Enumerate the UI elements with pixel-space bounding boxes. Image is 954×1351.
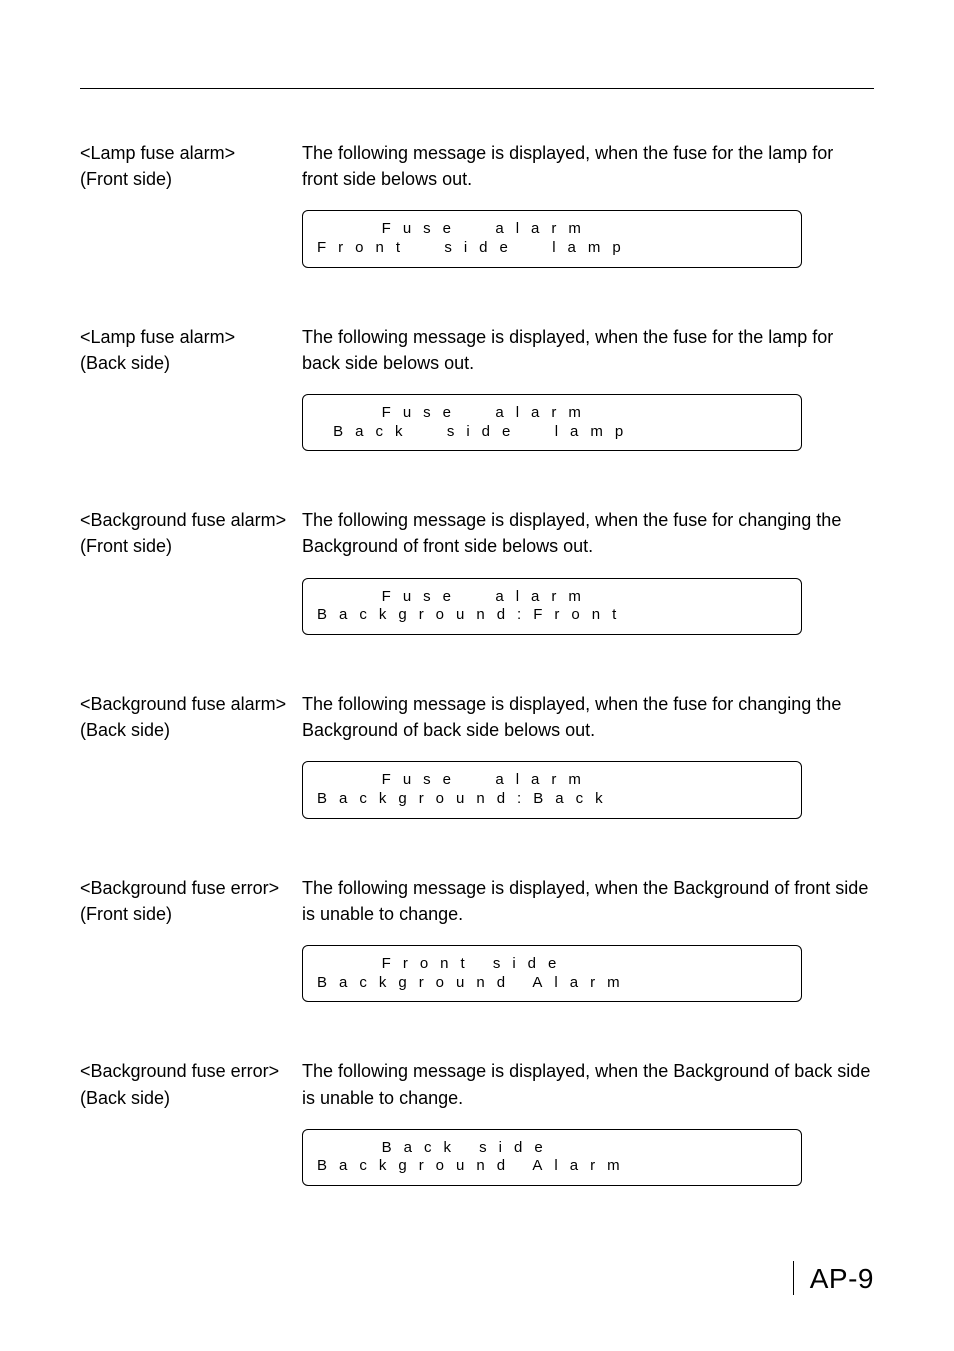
term-line1: <Background fuse error> xyxy=(80,1061,279,1081)
term: <Background fuse error> (Front side) xyxy=(80,875,302,927)
top-divider xyxy=(80,88,874,89)
lcd-line2: Background:Front xyxy=(317,606,787,625)
entry: <Background fuse error> (Back side) The … xyxy=(80,1058,874,1186)
page: <Lamp fuse alarm> (Front side) The follo… xyxy=(0,0,954,1351)
desc-text: The following message is displayed, when… xyxy=(302,1061,870,1107)
term-line2: (Back side) xyxy=(80,720,170,740)
entry: <Lamp fuse alarm> (Front side) The follo… xyxy=(80,140,874,268)
term-line2: (Back side) xyxy=(80,353,170,373)
entry: <Background fuse alarm> (Back side) The … xyxy=(80,691,874,819)
term-line2: (Front side) xyxy=(80,169,172,189)
lcd-line1: Fuse alarm xyxy=(317,771,787,790)
lcd-display: Fuse alarm Background:Front xyxy=(302,578,802,636)
lcd-line2: Background Alarm xyxy=(317,974,787,993)
description: The following message is displayed, when… xyxy=(302,875,874,1003)
description: The following message is displayed, when… xyxy=(302,140,874,268)
desc-text: The following message is displayed, when… xyxy=(302,143,833,189)
term: <Background fuse alarm> (Front side) xyxy=(80,507,302,559)
lcd-line1: Fuse alarm xyxy=(317,404,787,423)
page-number: AP-9 xyxy=(810,1263,874,1295)
term-line1: <Lamp fuse alarm> xyxy=(80,143,235,163)
description: The following message is displayed, when… xyxy=(302,691,874,819)
description: The following message is displayed, when… xyxy=(302,324,874,452)
description: The following message is displayed, when… xyxy=(302,507,874,635)
term: <Background fuse error> (Back side) xyxy=(80,1058,302,1110)
desc-text: The following message is displayed, when… xyxy=(302,510,841,556)
term-line2: (Back side) xyxy=(80,1088,170,1108)
term-line2: (Front side) xyxy=(80,536,172,556)
term: <Lamp fuse alarm> (Front side) xyxy=(80,140,302,192)
entry: <Background fuse alarm> (Front side) The… xyxy=(80,507,874,635)
lcd-line2: Back side lamp xyxy=(317,423,787,442)
lcd-line1: Fuse alarm xyxy=(317,220,787,239)
term-line1: <Background fuse error> xyxy=(80,878,279,898)
term-line1: <Background fuse alarm> xyxy=(80,694,286,714)
description: The following message is displayed, when… xyxy=(302,1058,874,1186)
lcd-display: Fuse alarm Background:Back xyxy=(302,761,802,819)
term-line1: <Background fuse alarm> xyxy=(80,510,286,530)
lcd-line1: Fuse alarm xyxy=(317,588,787,607)
desc-text: The following message is displayed, when… xyxy=(302,694,841,740)
lcd-display: Front side Background Alarm xyxy=(302,945,802,1003)
lcd-line1: Front side xyxy=(317,955,787,974)
lcd-display: Fuse alarm Front side lamp xyxy=(302,210,802,268)
desc-text: The following message is displayed, when… xyxy=(302,327,833,373)
lcd-line2: Background:Back xyxy=(317,790,787,809)
lcd-line2: Background Alarm xyxy=(317,1157,787,1176)
term: <Lamp fuse alarm> (Back side) xyxy=(80,324,302,376)
term: <Background fuse alarm> (Back side) xyxy=(80,691,302,743)
term-line2: (Front side) xyxy=(80,904,172,924)
lcd-line1: Back side xyxy=(317,1139,787,1158)
desc-text: The following message is displayed, when… xyxy=(302,878,868,924)
term-line1: <Lamp fuse alarm> xyxy=(80,327,235,347)
page-number-divider xyxy=(793,1261,794,1295)
lcd-display: Fuse alarm Back side lamp xyxy=(302,394,802,452)
entry: <Lamp fuse alarm> (Back side) The follow… xyxy=(80,324,874,452)
entry: <Background fuse error> (Front side) The… xyxy=(80,875,874,1003)
lcd-line2: Front side lamp xyxy=(317,239,787,258)
lcd-display: Back side Background Alarm xyxy=(302,1129,802,1187)
